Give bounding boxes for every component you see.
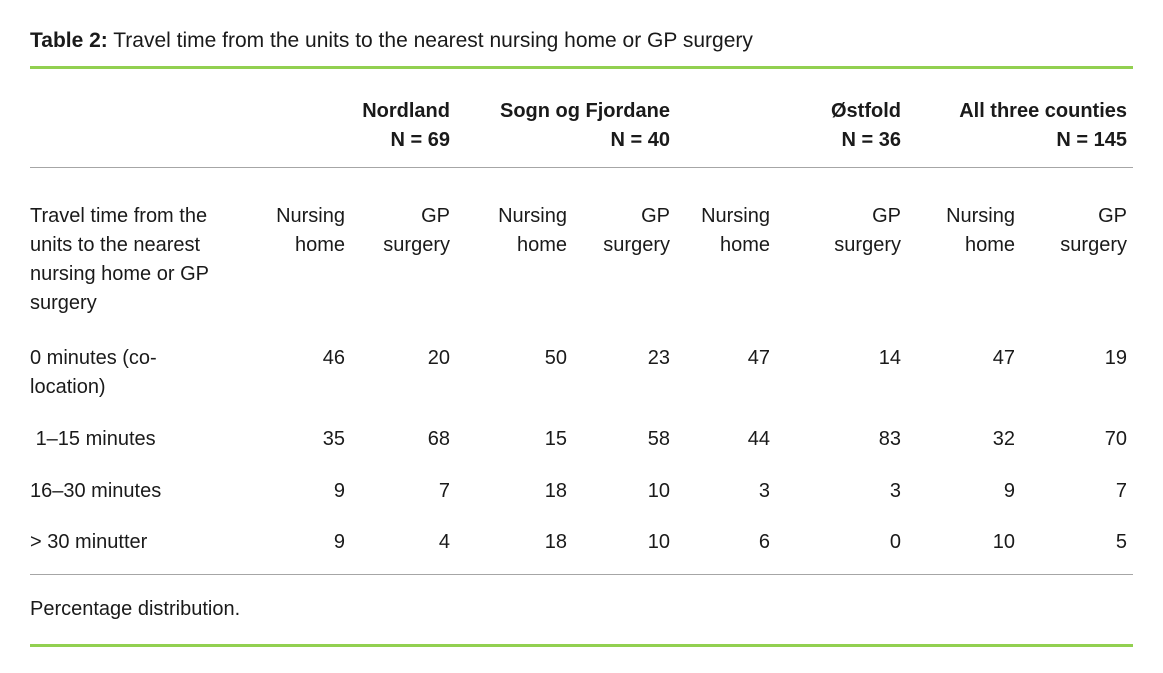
travel-time-table: Nordland N = 69 Sogn og Fjordane N = 40 …	[30, 66, 1133, 647]
data-cell: 23	[647, 347, 670, 369]
data-cell: 32	[992, 428, 1015, 450]
document-page: Table 2: Travel time from the units to t…	[30, 26, 1133, 647]
subcolumn-header: GP surgery	[1060, 205, 1127, 256]
data-cell: 10	[907, 517, 1021, 575]
data-cell: 4	[351, 517, 456, 575]
data-cell: 5	[1021, 517, 1133, 575]
subcolumn-header: GP surgery	[603, 205, 670, 256]
data-cell: 14	[878, 347, 901, 369]
table-row-16-30-minutes: 16–30 minutes 9 7 18 10 3 3 9 7	[30, 465, 1133, 517]
subcolumn-header: Nursing home	[701, 205, 770, 256]
data-cell: 68	[427, 428, 450, 450]
group-header-sogn-og-fjordane: Sogn og Fjordane N = 40	[456, 67, 676, 168]
data-cell: 9	[333, 480, 345, 502]
data-cell: 47	[747, 347, 770, 369]
data-cell: 50	[544, 347, 567, 369]
data-cell: 83	[878, 428, 901, 450]
data-cell: 3	[758, 480, 770, 502]
data-cell: 35	[322, 428, 345, 450]
group-n: N = 40	[610, 129, 670, 151]
table-footnote: Percentage distribution.	[30, 598, 241, 620]
subcolumn-header: GP surgery	[834, 205, 901, 256]
data-cell: 18	[544, 480, 567, 502]
data-cell: 9	[1003, 480, 1015, 502]
data-cell: 3	[889, 480, 901, 502]
group-name: Sogn og Fjordane	[500, 100, 670, 122]
group-name: Østfold	[831, 100, 901, 122]
data-cell: 46	[322, 347, 345, 369]
subcolumn-header: GP surgery	[383, 205, 450, 256]
subcolumn-header-row: Travel time from the units to the neares…	[30, 168, 1133, 329]
group-header-all-counties: All three counties N = 145	[907, 67, 1133, 168]
data-cell: 6	[676, 517, 776, 575]
subcolumn-header: Nursing home	[946, 205, 1015, 256]
row-label: 0 minutes (co-location)	[30, 347, 157, 398]
row-label: 1–15 minutes	[30, 428, 156, 450]
subcolumn-header: Nursing home	[276, 205, 345, 256]
county-header-row: Nordland N = 69 Sogn og Fjordane N = 40 …	[30, 67, 1133, 168]
data-cell: 0	[776, 517, 907, 575]
row-label: 16–30 minutes	[30, 480, 162, 502]
data-cell: 70	[1104, 428, 1127, 450]
group-n: N = 69	[390, 129, 450, 151]
data-cell: 20	[427, 347, 450, 369]
group-n: N = 145	[1056, 129, 1127, 151]
data-cell: 10	[573, 517, 676, 575]
data-cell: 19	[1104, 347, 1127, 369]
group-n: N = 36	[841, 129, 901, 151]
data-cell: 7	[438, 480, 450, 502]
empty-corner-cell	[30, 67, 230, 168]
group-header-nordland: Nordland N = 69	[230, 67, 456, 168]
data-cell: 9	[230, 517, 351, 575]
data-cell: 10	[647, 480, 670, 502]
data-cell: 47	[992, 347, 1015, 369]
data-cell: 7	[1115, 480, 1127, 502]
group-header-ostfold: Østfold N = 36	[676, 67, 907, 168]
subcolumn-header: Nursing home	[498, 205, 567, 256]
footnote-row: Percentage distribution.	[30, 575, 1133, 646]
table-row-1-15-minutes: 1–15 minutes 35 68 15 58 44 83 32 70	[30, 413, 1133, 465]
data-cell: 15	[544, 428, 567, 450]
table-row-over-30-minutes: > 30 minutter 9 4 18 10 6 0 10 5	[30, 517, 1133, 575]
table-caption-text: Travel time from the units to the neares…	[107, 29, 753, 52]
group-name: Nordland	[362, 100, 450, 122]
table-caption-label: Table 2:	[30, 29, 108, 52]
row-header-title: Travel time from the units to the neares…	[30, 205, 215, 314]
table-row-0-minutes: 0 minutes (co-location) 46 20 50 23 47 1…	[30, 328, 1133, 413]
data-cell: 18	[456, 517, 573, 575]
row-label: > 30 minutter	[30, 517, 230, 575]
table-caption: Table 2: Travel time from the units to t…	[30, 26, 1133, 56]
data-cell: 44	[747, 428, 770, 450]
data-cell: 58	[647, 428, 670, 450]
group-name: All three counties	[959, 100, 1127, 122]
